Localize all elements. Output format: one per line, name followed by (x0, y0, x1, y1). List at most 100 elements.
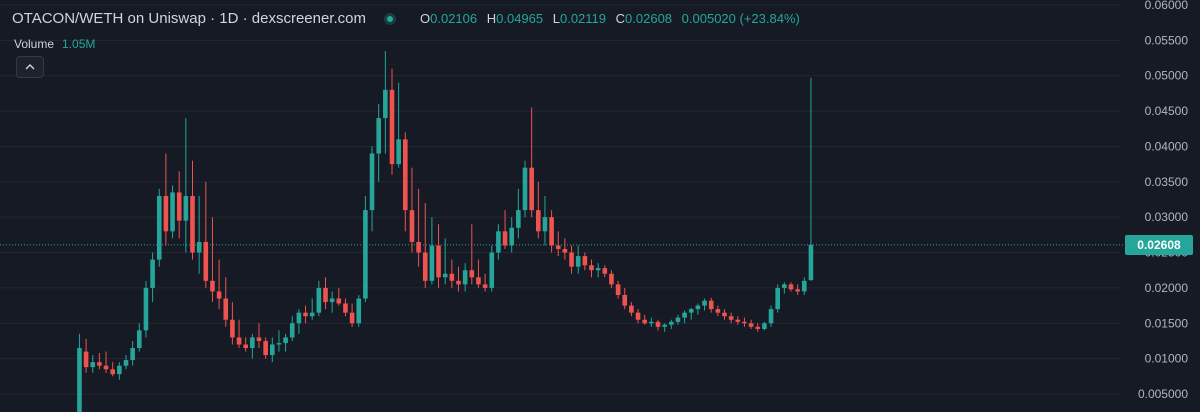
candle (309, 298, 315, 320)
candle-body (316, 287, 322, 313)
price-axis[interactable]: 0.0050000.010000.015000.020000.025000.03… (1138, 0, 1188, 401)
candle-body (702, 300, 707, 306)
candle-body (323, 287, 328, 303)
candle (755, 323, 761, 332)
low-key: L (552, 11, 560, 26)
candle-body (103, 365, 109, 370)
candle-body (363, 210, 368, 299)
candle-body (336, 298, 342, 304)
candle-body (708, 300, 714, 310)
candle (363, 195, 368, 303)
candle-body (762, 323, 767, 329)
candle (735, 316, 741, 325)
candle-body (622, 294, 628, 306)
candle-body (549, 217, 554, 246)
candle-body (369, 153, 375, 211)
candle (123, 355, 129, 370)
price-tick-label: 0.01000 (1145, 352, 1189, 366)
candle-body (642, 319, 647, 324)
candle-body (429, 245, 435, 281)
volume-label: Volume (14, 37, 55, 51)
candle (715, 305, 721, 317)
candle-body (396, 139, 401, 165)
candle (90, 355, 96, 373)
candle-body (755, 326, 761, 329)
candle-body (509, 227, 514, 246)
candle (762, 321, 767, 331)
candle (436, 224, 441, 288)
candle (223, 277, 229, 327)
candle (250, 333, 255, 359)
candle (203, 181, 209, 288)
candle (476, 259, 481, 288)
candle (708, 297, 714, 313)
change-value: 0.005020 (+23.84%) (681, 11, 800, 26)
price-tick-label: 0.06000 (1145, 0, 1189, 12)
candle (629, 302, 634, 317)
open-value: 0.02106 (430, 11, 478, 26)
candle-body (688, 309, 694, 313)
candle (416, 188, 421, 267)
candle-body (595, 268, 601, 271)
candle (482, 273, 488, 292)
candle (662, 323, 667, 332)
candle (389, 68, 395, 175)
candle (216, 259, 222, 310)
candle-body (236, 337, 242, 345)
chevron-up-icon (25, 64, 35, 70)
candle (103, 351, 109, 373)
candle-body (223, 298, 229, 320)
candle-body (243, 344, 248, 349)
candle-body (555, 245, 561, 250)
candle-body (263, 340, 268, 356)
candle-body (156, 195, 162, 260)
candle (369, 146, 375, 232)
candle-body (582, 256, 588, 266)
price-tick-label: 0.005000 (1138, 387, 1188, 401)
candle-body (389, 89, 395, 165)
candle-body (669, 321, 674, 325)
candle-body (662, 324, 667, 327)
candle-body (442, 273, 448, 278)
candle-body (695, 305, 701, 310)
candle (802, 277, 807, 295)
candle (183, 118, 189, 253)
price-tick-label: 0.04000 (1145, 139, 1189, 153)
candle-body (649, 321, 654, 324)
candle-body (496, 231, 501, 253)
candle (669, 319, 674, 329)
candle-body (216, 291, 222, 299)
candle-body (808, 244, 814, 281)
price-tick-label: 0.04500 (1145, 104, 1189, 118)
candle (549, 210, 554, 253)
candle (403, 132, 408, 232)
collapse-legend-button[interactable] (16, 56, 44, 78)
candle-body (615, 284, 621, 295)
candle-body (735, 319, 741, 322)
candle (682, 310, 687, 324)
price-tick-label: 0.05000 (1145, 69, 1189, 83)
candle (728, 312, 734, 324)
candle (575, 245, 581, 274)
candle (649, 317, 654, 327)
candle (489, 245, 495, 292)
candle (615, 280, 621, 299)
candle (675, 314, 681, 325)
candle (296, 309, 302, 334)
candle-body (416, 241, 421, 253)
candle (496, 224, 501, 260)
candle (569, 245, 574, 274)
current-price-label: 0.02608 (1125, 234, 1193, 255)
candle-body (403, 139, 408, 211)
candle-body (176, 192, 182, 221)
candle (329, 291, 335, 313)
candle-body (589, 265, 594, 271)
candle-body (349, 312, 355, 324)
candle (283, 333, 288, 352)
candle-body (256, 337, 262, 341)
live-dot-icon (383, 12, 396, 25)
candle-body (170, 192, 175, 232)
candle-body (309, 312, 315, 317)
candle-body (542, 217, 548, 232)
